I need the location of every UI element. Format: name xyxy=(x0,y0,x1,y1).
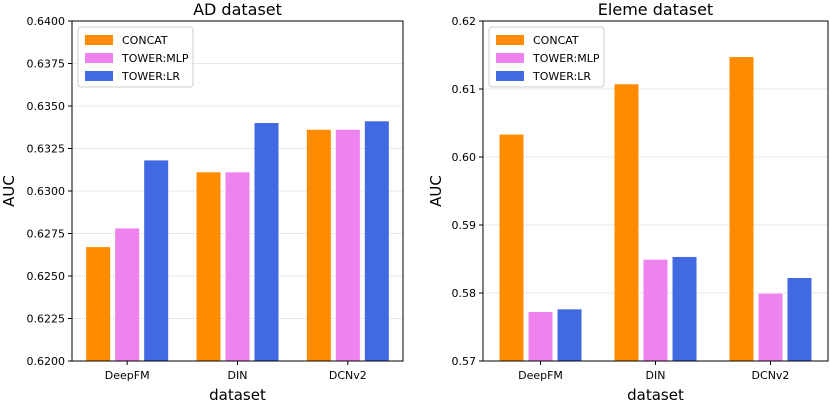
x-axis-label: dataset xyxy=(627,386,684,400)
x-tick-label: DCNv2 xyxy=(752,369,790,382)
legend-swatch xyxy=(496,53,524,63)
bar-tower-mlp-deepfm xyxy=(528,312,553,361)
bar-tower-mlp-din xyxy=(643,259,668,361)
bar-tower-mlp-dcnv2 xyxy=(758,293,783,361)
bar-tower-lr-deepfm xyxy=(144,160,169,361)
y-tick-label: 0.6225 xyxy=(27,313,66,326)
bar-tower-mlp-deepfm xyxy=(115,228,140,361)
y-tick-label: 0.60 xyxy=(452,151,477,164)
y-tick-label: 0.57 xyxy=(452,355,477,368)
y-tick-label: 0.6400 xyxy=(27,15,66,28)
legend-label: TOWER:LR xyxy=(532,70,591,83)
y-axis-label: AUC xyxy=(427,175,445,207)
y-tick-label: 0.6325 xyxy=(27,143,66,156)
plot-frame xyxy=(482,20,829,362)
legend-swatch xyxy=(85,35,113,45)
bar-concat-deepfm xyxy=(499,134,524,361)
x-tick-label: DeepFM xyxy=(105,369,150,382)
legend-label: CONCAT xyxy=(533,34,579,47)
y-tick-label: 0.6250 xyxy=(27,270,66,283)
bar-tower-mlp-din xyxy=(225,172,250,361)
bar-tower-lr-din xyxy=(254,123,279,361)
x-tick-label: DCNv2 xyxy=(329,369,367,382)
chart-title: Eleme dataset xyxy=(598,0,713,19)
y-tick-label: 0.6275 xyxy=(27,228,66,241)
legend-label: TOWER:MLP xyxy=(121,52,189,65)
chart-title: AD dataset xyxy=(193,0,282,19)
y-tick-label: 0.61 xyxy=(452,83,477,96)
bar-tower-lr-dcnv2 xyxy=(364,121,389,361)
y-tick-label: 0.62 xyxy=(452,15,477,28)
chart-panel-2 xyxy=(479,20,829,365)
bar-tower-lr-deepfm xyxy=(557,309,582,361)
bar-concat-dcnv2 xyxy=(306,129,331,361)
bar-tower-mlp-dcnv2 xyxy=(335,129,360,361)
legend-swatch xyxy=(85,53,113,63)
y-axis-label: AUC xyxy=(0,175,18,207)
legend-label: TOWER:LR xyxy=(121,70,180,83)
bar-concat-din xyxy=(196,172,221,361)
legend-swatch xyxy=(496,71,524,81)
legend-label: TOWER:MLP xyxy=(532,52,600,65)
x-tick-label: DIN xyxy=(228,369,248,382)
bar-tower-lr-dcnv2 xyxy=(787,278,812,361)
legend-swatch xyxy=(496,35,524,45)
x-axis-label: dataset xyxy=(209,386,266,400)
bar-tower-lr-din xyxy=(672,256,697,361)
legend-swatch xyxy=(85,71,113,81)
y-tick-label: 0.6200 xyxy=(27,355,66,368)
y-tick-label: 0.6300 xyxy=(27,185,66,198)
bar-concat-deepfm xyxy=(86,247,111,361)
bar-concat-din xyxy=(614,84,639,362)
bar-concat-dcnv2 xyxy=(729,57,754,361)
y-tick-label: 0.59 xyxy=(452,219,477,232)
y-tick-label: 0.58 xyxy=(452,287,477,300)
plot-frame xyxy=(71,20,404,362)
y-tick-label: 0.6375 xyxy=(27,58,66,71)
chart-panel-1 xyxy=(68,20,404,365)
x-tick-label: DeepFM xyxy=(518,369,563,382)
legend-label: CONCAT xyxy=(122,34,168,47)
x-tick-label: DIN xyxy=(646,369,666,382)
y-tick-label: 0.6350 xyxy=(27,100,66,113)
